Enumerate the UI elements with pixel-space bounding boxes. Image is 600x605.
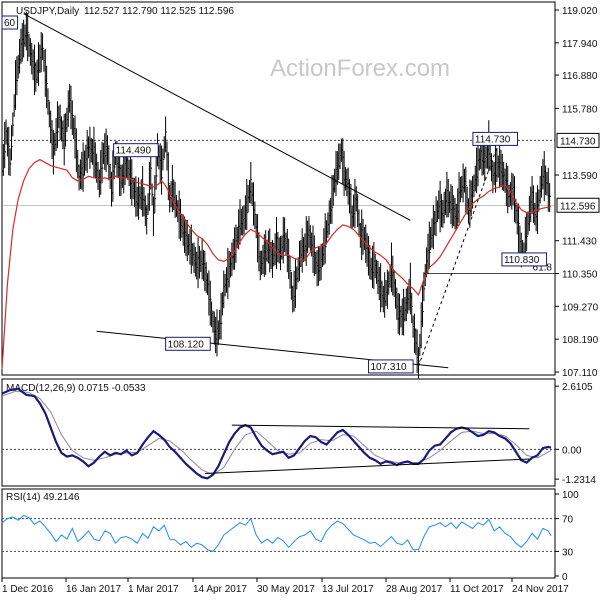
price-tick-label: 111.430 — [562, 237, 597, 248]
moving-average-line — [1, 158, 552, 370]
annotation-108.120-box — [165, 336, 211, 351]
price-layer: 61.8 114.490 114.730 110.830 108.120 107.310 6… — [1, 11, 555, 379]
rsi-line — [1, 514, 552, 552]
x-tick-label: 1 Mar 2017 — [128, 584, 179, 595]
watermark: ActionForex.com — [270, 55, 450, 82]
price-tick-label: 117.940 — [562, 39, 598, 50]
price-tick-label: 113.590 — [562, 171, 598, 182]
annotation-107.310: 107.310 — [370, 362, 407, 373]
price-tick-label: 109.270 — [562, 302, 599, 313]
rsi-title: RSI(14) 49.2146 — [6, 492, 80, 503]
rsi-tick-label: 30 — [562, 547, 574, 558]
current-price-box — [556, 197, 600, 213]
rsi-tick-label: 70 — [562, 515, 574, 526]
rsi-tick-label: 0 — [562, 572, 568, 583]
price-tick-label: 115.780 — [562, 104, 598, 115]
annotation-110.830-box — [501, 252, 548, 267]
x-tick-label: 1 Dec 2016 — [2, 584, 54, 595]
price-trendline-1 — [23, 13, 411, 221]
macd-trendline-2 — [204, 458, 530, 475]
x-tick-label: 14 Apr 2017 — [193, 584, 247, 595]
price-tick-114730: 114.730 — [560, 136, 596, 147]
x-tick-label: 11 Oct 2017 — [450, 584, 504, 595]
annotation-114.730-box — [472, 131, 519, 146]
annotation-60-box — [1, 15, 19, 30]
annotation-107.310-box — [367, 359, 414, 374]
x-tick-label: 24 Nov 2017 — [512, 584, 569, 595]
macd-tick-label: -1.2314 — [562, 475, 596, 486]
annotation-114.490: 114.490 — [116, 146, 152, 157]
annotation-114.730: 114.730 — [475, 134, 511, 145]
ohlc-label: 112.527 112.790 112.525 112.596 — [84, 6, 234, 17]
macd-layer — [1, 387, 555, 480]
price-tick-label: 108.190 — [562, 335, 599, 346]
axis-layer: 119.020 117.940 116.880 115.780 114.730 113.5… — [1, 6, 600, 595]
price-tick-label: 107.110 — [562, 368, 598, 379]
rsi-layer — [1, 514, 555, 552]
price-trendline-3 — [418, 147, 498, 367]
rsi-panel-frame — [1, 488, 556, 579]
x-tick-label: 28 Aug 2017 — [386, 584, 443, 595]
level-114730-box — [556, 132, 600, 148]
annotation-114.490-box — [113, 143, 159, 158]
price-tick-label: 110.350 — [562, 270, 598, 281]
symbol-label: USDJPY,Daily — [16, 6, 79, 17]
annotation-110.830: 110.830 — [504, 255, 540, 266]
annotation-108.120: 108.120 — [168, 339, 205, 350]
x-tick-label: 30 May 2017 — [257, 584, 315, 595]
x-tick-label: 16 Jan 2017 — [66, 584, 121, 595]
x-tick-label: 13 Jul 2017 — [322, 584, 374, 595]
macd-trendline-1 — [231, 424, 530, 430]
macd-tick-label: 0.00 — [562, 445, 582, 456]
macd-title: MACD(12,26,9) 0.0715 -0.0533 — [6, 383, 146, 394]
annotation-60: 60 — [4, 18, 16, 29]
macd-tick-label: 2.6105 — [562, 382, 593, 393]
fib-618-label: 61.8 — [533, 263, 553, 274]
price-tick-label: 116.880 — [562, 71, 598, 82]
rsi-tick-label: 100 — [562, 490, 579, 501]
price-tick-current: 112.596 — [560, 201, 596, 212]
price-tick-label: 119.020 — [562, 6, 598, 17]
